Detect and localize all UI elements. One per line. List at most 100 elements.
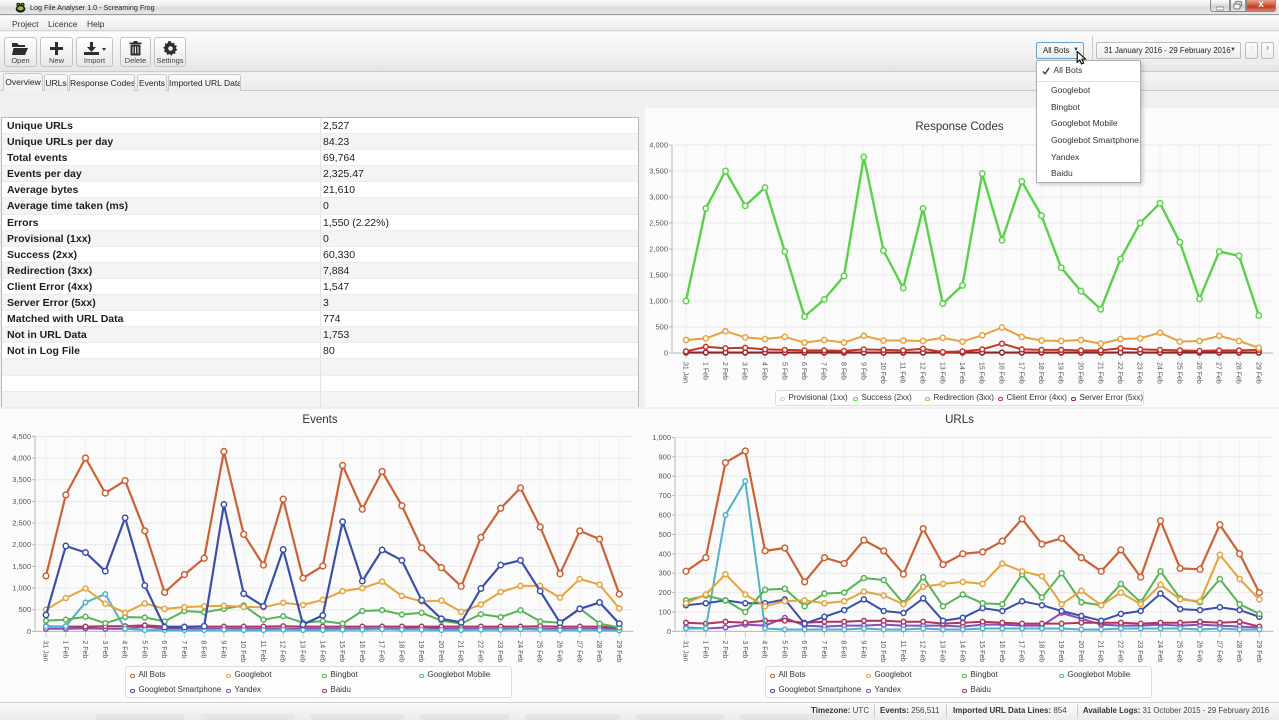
- svg-text:8 Feb: 8 Feb: [200, 640, 207, 658]
- svg-text:29 Feb: 29 Feb: [615, 640, 622, 662]
- svg-text:22 Feb: 22 Feb: [476, 640, 483, 662]
- svg-text:23 Feb: 23 Feb: [1136, 640, 1143, 662]
- svg-text:7 Feb: 7 Feb: [820, 362, 827, 380]
- svg-text:14 Feb: 14 Feb: [958, 362, 965, 384]
- svg-text:400: 400: [658, 549, 671, 558]
- svg-text:11 Feb: 11 Feb: [259, 640, 266, 661]
- svg-text:22 Feb: 22 Feb: [1116, 362, 1123, 384]
- svg-text:700: 700: [658, 491, 671, 500]
- svg-text:31 Jan: 31 Jan: [682, 362, 689, 383]
- svg-text:3 Feb: 3 Feb: [741, 362, 748, 380]
- svg-text:15 Feb: 15 Feb: [978, 640, 985, 662]
- svg-text:26 Feb: 26 Feb: [1196, 640, 1203, 662]
- svg-text:500: 500: [18, 605, 31, 614]
- svg-text:1,500: 1,500: [12, 562, 31, 571]
- svg-text:20 Feb: 20 Feb: [437, 640, 444, 662]
- svg-text:5 Feb: 5 Feb: [140, 640, 147, 658]
- svg-text:2,000: 2,000: [649, 245, 668, 254]
- svg-text:16 Feb: 16 Feb: [998, 362, 1005, 384]
- svg-text:11 Feb: 11 Feb: [899, 362, 906, 383]
- svg-text:1,000: 1,000: [12, 584, 31, 593]
- svg-text:29 Feb: 29 Feb: [1254, 362, 1261, 384]
- svg-text:7 Feb: 7 Feb: [820, 640, 827, 658]
- svg-text:0: 0: [667, 627, 671, 636]
- svg-text:3,500: 3,500: [12, 475, 31, 484]
- svg-text:4,500: 4,500: [12, 432, 31, 441]
- svg-text:1 Feb: 1 Feb: [701, 362, 708, 380]
- svg-text:5 Feb: 5 Feb: [780, 640, 787, 658]
- svg-text:15 Feb: 15 Feb: [338, 640, 345, 662]
- svg-text:20 Feb: 20 Feb: [1077, 362, 1084, 384]
- svg-text:25 Feb: 25 Feb: [1176, 640, 1183, 662]
- svg-text:500: 500: [655, 323, 668, 332]
- svg-text:18 Feb: 18 Feb: [1037, 640, 1044, 662]
- svg-text:200: 200: [658, 588, 671, 597]
- svg-text:23 Feb: 23 Feb: [1136, 362, 1143, 384]
- svg-text:25 Feb: 25 Feb: [536, 640, 543, 662]
- svg-text:9 Feb: 9 Feb: [859, 362, 866, 380]
- svg-text:16 Feb: 16 Feb: [998, 640, 1005, 662]
- svg-text:4 Feb: 4 Feb: [121, 640, 128, 658]
- svg-text:14 Feb: 14 Feb: [958, 640, 965, 662]
- svg-text:1,500: 1,500: [649, 271, 668, 280]
- svg-text:17 Feb: 17 Feb: [1017, 362, 1024, 384]
- svg-text:12 Feb: 12 Feb: [919, 362, 926, 384]
- svg-text:0: 0: [664, 349, 668, 358]
- svg-text:2,000: 2,000: [12, 540, 31, 549]
- svg-text:1 Feb: 1 Feb: [61, 640, 68, 658]
- svg-text:1,000: 1,000: [652, 433, 671, 442]
- svg-text:27 Feb: 27 Feb: [575, 640, 582, 662]
- svg-text:4 Feb: 4 Feb: [761, 362, 768, 380]
- svg-text:7 Feb: 7 Feb: [180, 640, 187, 658]
- svg-text:9 Feb: 9 Feb: [219, 640, 226, 658]
- svg-text:21 Feb: 21 Feb: [1097, 640, 1104, 662]
- svg-text:28 Feb: 28 Feb: [1235, 362, 1242, 384]
- svg-text:15 Feb: 15 Feb: [978, 362, 985, 384]
- svg-text:10 Feb: 10 Feb: [879, 640, 886, 662]
- svg-text:3 Feb: 3 Feb: [741, 640, 748, 658]
- svg-text:24 Feb: 24 Feb: [1156, 640, 1163, 662]
- svg-text:13 Feb: 13 Feb: [938, 362, 945, 384]
- svg-text:27 Feb: 27 Feb: [1215, 640, 1222, 662]
- svg-text:17 Feb: 17 Feb: [1018, 640, 1025, 662]
- svg-text:13 Feb: 13 Feb: [939, 640, 946, 662]
- svg-text:3 Feb: 3 Feb: [101, 640, 108, 658]
- svg-text:21 Feb: 21 Feb: [1096, 362, 1103, 384]
- svg-text:17 Feb: 17 Feb: [378, 640, 385, 662]
- svg-text:100: 100: [658, 608, 671, 617]
- svg-text:300: 300: [658, 569, 671, 578]
- svg-text:600: 600: [658, 511, 671, 520]
- svg-text:6 Feb: 6 Feb: [800, 640, 807, 658]
- svg-text:4,000: 4,000: [12, 454, 31, 463]
- svg-text:3,500: 3,500: [649, 167, 668, 176]
- svg-text:6 Feb: 6 Feb: [160, 640, 167, 658]
- svg-text:2 Feb: 2 Feb: [721, 362, 728, 380]
- svg-text:3,000: 3,000: [649, 193, 668, 202]
- svg-text:19 Feb: 19 Feb: [417, 640, 424, 662]
- svg-text:21 Feb: 21 Feb: [457, 640, 464, 662]
- svg-text:19 Feb: 19 Feb: [1057, 362, 1064, 384]
- svg-text:27 Feb: 27 Feb: [1215, 362, 1222, 384]
- svg-text:10 Feb: 10 Feb: [879, 362, 886, 384]
- svg-text:2 Feb: 2 Feb: [721, 640, 728, 658]
- svg-text:14 Feb: 14 Feb: [318, 640, 325, 662]
- svg-text:1 Feb: 1 Feb: [701, 640, 708, 658]
- svg-text:12 Feb: 12 Feb: [279, 640, 286, 662]
- svg-text:29 Feb: 29 Feb: [1255, 640, 1262, 662]
- svg-text:28 Feb: 28 Feb: [1235, 640, 1242, 662]
- svg-text:5 Feb: 5 Feb: [780, 362, 787, 380]
- svg-text:10 Feb: 10 Feb: [239, 640, 246, 662]
- svg-text:16 Feb: 16 Feb: [358, 640, 365, 662]
- svg-text:8 Feb: 8 Feb: [840, 640, 847, 658]
- svg-text:24 Feb: 24 Feb: [516, 640, 523, 662]
- svg-text:13 Feb: 13 Feb: [299, 640, 306, 662]
- svg-text:26 Feb: 26 Feb: [1195, 362, 1202, 384]
- svg-text:900: 900: [658, 452, 671, 461]
- svg-text:2 Feb: 2 Feb: [81, 640, 88, 658]
- svg-text:4 Feb: 4 Feb: [761, 640, 768, 658]
- svg-text:25 Feb: 25 Feb: [1175, 362, 1182, 384]
- svg-text:28 Feb: 28 Feb: [595, 640, 602, 662]
- svg-text:0: 0: [27, 627, 31, 636]
- svg-text:500: 500: [658, 530, 671, 539]
- svg-text:6 Feb: 6 Feb: [800, 362, 807, 380]
